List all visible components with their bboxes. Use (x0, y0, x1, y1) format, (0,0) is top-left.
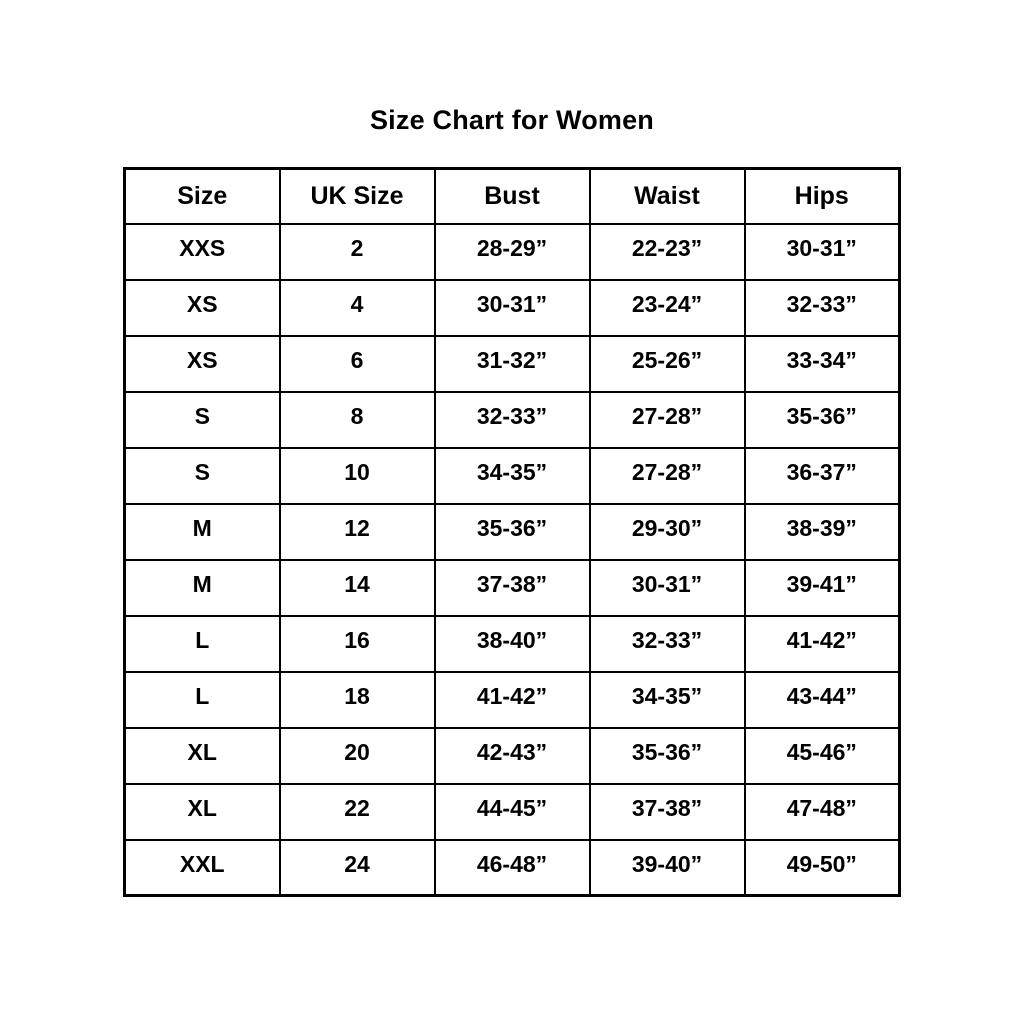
table-row: XS 6 31-32” 25-26” 33-34” (123, 334, 901, 393)
table-cell: 37-38” (433, 558, 591, 617)
header-row: Size UK Size Bust Waist Hips (123, 167, 901, 225)
table-cell: XXS (123, 222, 281, 281)
table-cell: 12 (278, 502, 436, 561)
table-cell: 22-23” (588, 222, 746, 281)
table-row: M 12 35-36” 29-30” 38-39” (123, 502, 901, 561)
column-header: Size (123, 167, 281, 225)
table-cell: 29-30” (588, 502, 746, 561)
table-cell: XL (123, 726, 281, 785)
table-cell: 14 (278, 558, 436, 617)
table-cell: 8 (278, 390, 436, 449)
table-cell: 27-28” (588, 390, 746, 449)
table-cell: XS (123, 278, 281, 337)
table-cell: 37-38” (588, 782, 746, 841)
table-cell: S (123, 390, 281, 449)
table-cell: 35-36” (588, 726, 746, 785)
table-cell: 33-34” (743, 334, 901, 393)
table-cell: 36-37” (743, 446, 901, 505)
table-row: M 14 37-38” 30-31” 39-41” (123, 558, 901, 617)
table-cell: XS (123, 334, 281, 393)
column-header: Hips (743, 167, 901, 225)
table-cell: 10 (278, 446, 436, 505)
table-cell: 35-36” (433, 502, 591, 561)
table-row: XL 20 42-43” 35-36” 45-46” (123, 726, 901, 785)
table-row: XXL 24 46-48” 39-40” 49-50” (123, 838, 901, 897)
table-cell: S (123, 446, 281, 505)
table-cell: M (123, 502, 281, 561)
table-cell: 4 (278, 278, 436, 337)
table-cell: 43-44” (743, 670, 901, 729)
table-cell: 32-33” (743, 278, 901, 337)
table-cell: 2 (278, 222, 436, 281)
table-cell: 31-32” (433, 334, 591, 393)
table-cell: 39-41” (743, 558, 901, 617)
table-cell: 18 (278, 670, 436, 729)
size-chart-table: Size UK Size Bust Waist Hips XXS 2 28-29” 22-23… (123, 167, 901, 897)
table-cell: 44-45” (433, 782, 591, 841)
table-cell: 32-33” (588, 614, 746, 673)
table-cell: 30-31” (433, 278, 591, 337)
table-row: XL 22 44-45” 37-38” 47-48” (123, 782, 901, 841)
table-cell: 38-39” (743, 502, 901, 561)
table-cell: L (123, 670, 281, 729)
table-cell: 16 (278, 614, 436, 673)
table-cell: 34-35” (433, 446, 591, 505)
table-head: Size UK Size Bust Waist Hips (123, 167, 901, 225)
size-chart-page: Size Chart for Women Size UK Size Bust Wais… (123, 105, 901, 897)
table-row: S 10 34-35” 27-28” 36-37” (123, 446, 901, 505)
table-cell: 47-48” (743, 782, 901, 841)
table-cell: 22 (278, 782, 436, 841)
table-cell: L (123, 614, 281, 673)
table-row: L 16 38-40” 32-33” 41-42” (123, 614, 901, 673)
table-body: XXS 2 28-29” 22-23” 30-31” XS 4 30-31” 23-24” 32-… (123, 222, 901, 897)
table-cell: 46-48” (433, 838, 591, 897)
column-header: Waist (588, 167, 746, 225)
table-cell: 28-29” (433, 222, 591, 281)
table-cell: 41-42” (433, 670, 591, 729)
table-cell: 32-33” (433, 390, 591, 449)
table-cell: XXL (123, 838, 281, 897)
table-row: XXS 2 28-29” 22-23” 30-31” (123, 222, 901, 281)
page-title: Size Chart for Women (369, 105, 655, 135)
table-row: L 18 41-42” 34-35” 43-44” (123, 670, 901, 729)
table-cell: 38-40” (433, 614, 591, 673)
table-cell: 24 (278, 838, 436, 897)
table-cell: 27-28” (588, 446, 746, 505)
table-cell: M (123, 558, 281, 617)
table-cell: 39-40” (588, 838, 746, 897)
table-cell: 23-24” (588, 278, 746, 337)
column-header: UK Size (278, 167, 436, 225)
table-cell: 6 (278, 334, 436, 393)
table-cell: 34-35” (588, 670, 746, 729)
table-cell: 45-46” (743, 726, 901, 785)
table-cell: 25-26” (588, 334, 746, 393)
table-cell: 42-43” (433, 726, 591, 785)
table-row: XS 4 30-31” 23-24” 32-33” (123, 278, 901, 337)
table-cell: 35-36” (743, 390, 901, 449)
table-cell: 30-31” (743, 222, 901, 281)
table-cell: 41-42” (743, 614, 901, 673)
table-cell: XL (123, 782, 281, 841)
table-cell: 49-50” (743, 838, 901, 897)
table-row: S 8 32-33” 27-28” 35-36” (123, 390, 901, 449)
column-header: Bust (433, 167, 591, 225)
table-cell: 20 (278, 726, 436, 785)
table-cell: 30-31” (588, 558, 746, 617)
